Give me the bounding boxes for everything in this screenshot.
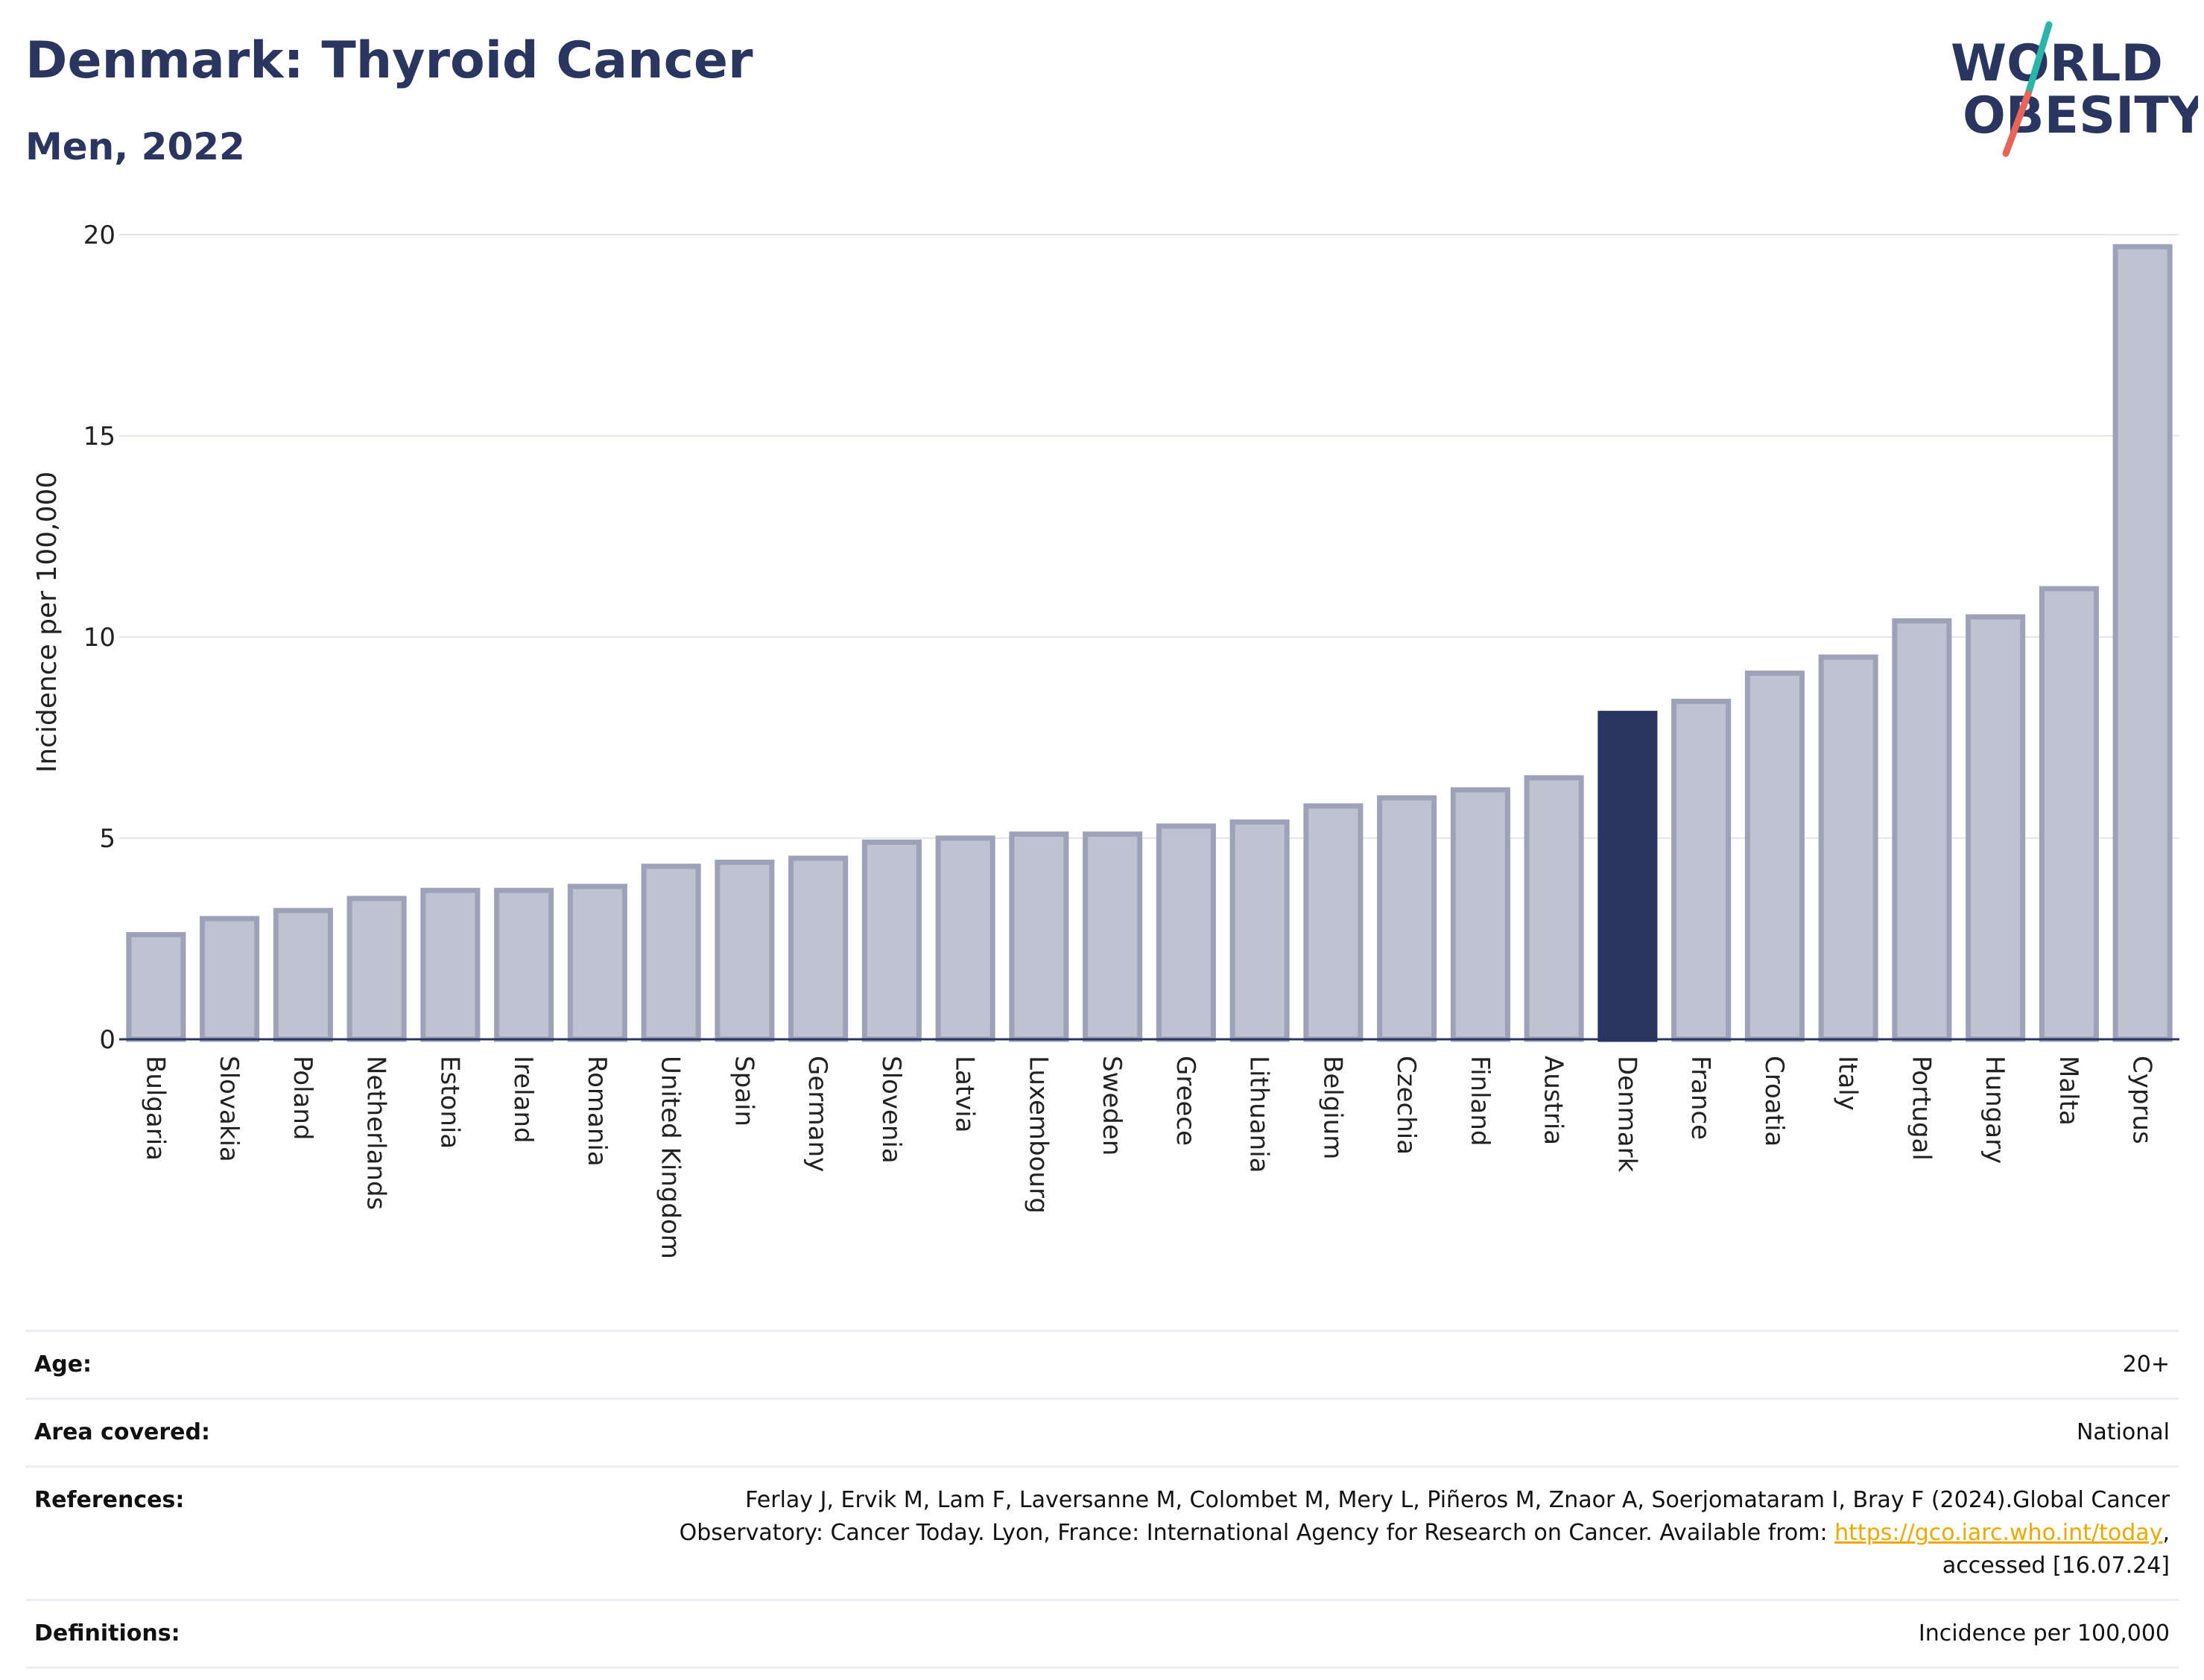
- x-tick-label: Poland: [288, 1056, 317, 1141]
- y-tick-label: 5: [99, 824, 115, 854]
- x-tick-label: Germany: [802, 1056, 832, 1172]
- bars: [126, 244, 2173, 1042]
- x-tick-labels: Bulgaria Slovakia Poland Netherlands Estonia…: [140, 1056, 2156, 1259]
- definitions-label: Definitions:: [34, 1620, 180, 1646]
- x-tick-label: Bulgaria: [140, 1056, 170, 1161]
- x-tick-label: Italy: [1833, 1056, 1863, 1111]
- meta-row-references: References: Ferlay J, Ervik M, Lam F, La…: [25, 1466, 2179, 1600]
- bar: [273, 907, 333, 1042]
- x-tick-label: Romania: [582, 1056, 612, 1167]
- references-line1: Ferlay J, Ervik M, Lam F, Laversanne M, …: [745, 1487, 2170, 1513]
- area-label: Area covered:: [34, 1419, 210, 1445]
- x-tick-label: France: [1685, 1056, 1715, 1140]
- x-tick-label: Slovakia: [214, 1056, 244, 1162]
- meta-row-age: Age: 20+: [25, 1331, 2179, 1399]
- age-label: Age:: [34, 1351, 92, 1378]
- x-tick-label: Sweden: [1097, 1056, 1127, 1156]
- y-tick-label: 10: [83, 623, 115, 653]
- x-tick-label: United Kingdom: [656, 1056, 685, 1259]
- references-value: Ferlay J, Ervik M, Lam F, Laversanne M, …: [356, 1467, 2179, 1600]
- bar: [1744, 671, 1805, 1042]
- bar: [1671, 698, 1732, 1042]
- x-tick-label: Austria: [1539, 1056, 1568, 1145]
- x-tick-label: Portugal: [1906, 1056, 1936, 1161]
- logo-slash-coral: [2002, 90, 2032, 157]
- bar: [1156, 823, 1216, 1042]
- y-tick-label: 0: [99, 1025, 115, 1055]
- x-tick-label: Slovenia: [876, 1056, 906, 1164]
- age-value: 20+: [2122, 1351, 2170, 1378]
- x-tick-label: Czechia: [1391, 1056, 1421, 1155]
- x-tick-label: Hungary: [1980, 1056, 2010, 1164]
- x-tick-label: Greece: [1171, 1056, 1200, 1146]
- x-tick-label: Luxembourg: [1023, 1056, 1053, 1214]
- world-obesity-logo: WORLD OBESITY: [1951, 21, 2198, 157]
- area-value: National: [2076, 1419, 2170, 1445]
- bar-highlight: [1597, 711, 1658, 1042]
- bar: [2112, 244, 2173, 1042]
- bar: [1303, 803, 1364, 1042]
- references-line3: accessed [16.07.24]: [1942, 1553, 2170, 1579]
- x-tick-label: Lithuania: [1244, 1056, 1274, 1173]
- bar: [200, 916, 260, 1042]
- meta-row-area: Area covered: National: [25, 1398, 2179, 1467]
- bar: [567, 884, 627, 1042]
- references-link[interactable]: https://gco.iarc.who.int/today: [1834, 1520, 2163, 1546]
- bar: [494, 887, 554, 1042]
- logo-text-world: WORLD: [1951, 34, 2163, 93]
- logo-slash-teal: [2024, 21, 2053, 98]
- bar: [861, 839, 922, 1042]
- chart-subtitle: Men, 2022: [25, 125, 245, 168]
- x-tick-label: Croatia: [1759, 1056, 1789, 1147]
- x-tick-label: Malta: [2053, 1056, 2083, 1126]
- bar: [1450, 787, 1510, 1042]
- bar: [126, 932, 186, 1042]
- bar-chart: 0 5 10 15 20 Bulgaria Slovakia Poland Netherlan…: [32, 221, 2179, 1259]
- bar: [935, 835, 995, 1042]
- bar: [420, 887, 481, 1042]
- x-tick-label: Spain: [729, 1056, 759, 1126]
- bar: [641, 863, 701, 1042]
- chart-title: Denmark: Thyroid Cancer: [25, 31, 753, 90]
- y-axis-label: Incidence per 100,000: [32, 472, 63, 773]
- x-tick-label: Latvia: [950, 1056, 980, 1133]
- bar: [1229, 819, 1290, 1042]
- references-comma: ,: [2162, 1520, 2170, 1546]
- x-tick-label: Estonia: [434, 1056, 464, 1149]
- logo-text-obesity: OBESITY: [1963, 86, 2198, 145]
- bar: [1377, 795, 1437, 1042]
- x-tick-label: Finland: [1465, 1056, 1495, 1147]
- y-tick-label: 20: [83, 221, 115, 250]
- bar: [1818, 654, 1878, 1042]
- x-tick-label: Denmark: [1612, 1056, 1641, 1173]
- bar: [715, 859, 775, 1042]
- x-tick-label: Netherlands: [361, 1056, 391, 1210]
- bar: [1892, 618, 1952, 1042]
- references-line2: Observatory: Cancer Today. Lyon, France:…: [679, 1520, 1835, 1546]
- bar: [1524, 775, 1584, 1042]
- x-tick-label: Belgium: [1317, 1056, 1347, 1159]
- meta-row-definitions: Definitions: Incidence per 100,000: [25, 1600, 2179, 1668]
- metadata-table: Age: 20+ Area covered: National Referenc…: [25, 1330, 2179, 1669]
- definitions-value: Incidence per 100,000: [1918, 1620, 2170, 1646]
- bar: [788, 855, 849, 1042]
- bar: [1009, 831, 1069, 1042]
- bar: [1083, 831, 1143, 1042]
- y-tick-label: 15: [83, 422, 115, 451]
- bar: [1966, 614, 2026, 1042]
- bar: [346, 896, 407, 1042]
- references-label: References:: [34, 1487, 185, 1513]
- x-tick-label: Ireland: [508, 1056, 538, 1144]
- x-tick-label: Cyprus: [2127, 1056, 2157, 1144]
- bar: [2039, 586, 2099, 1042]
- y-tick-labels: 0 5 10 15 20: [83, 221, 115, 1055]
